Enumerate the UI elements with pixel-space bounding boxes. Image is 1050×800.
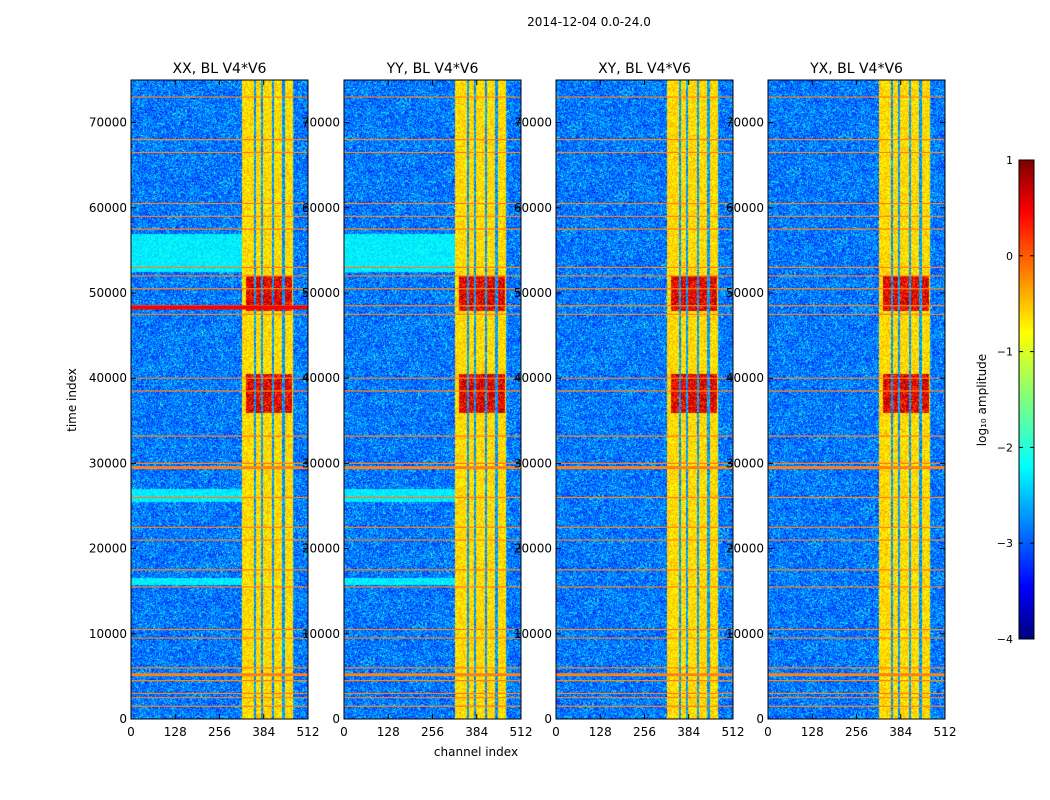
panel-title: YX, BL V4*V6: [809, 61, 903, 77]
x-tick-label: 512: [510, 725, 533, 739]
x-tick-label: 256: [633, 725, 656, 739]
y-tick-label: 10000: [726, 627, 764, 641]
y-tick-label: 50000: [89, 286, 127, 300]
y-tick-label: 30000: [514, 456, 552, 470]
panel-title: XY, BL V4*V6: [598, 61, 691, 77]
x-tick-label: 256: [845, 725, 868, 739]
y-tick-label: 60000: [726, 201, 764, 215]
x-tick-label: 384: [252, 725, 275, 739]
y-tick-label: 70000: [726, 116, 764, 130]
x-tick-label: 256: [208, 725, 231, 739]
y-tick-label: 0: [332, 712, 340, 726]
x-axis-label: channel index: [434, 745, 518, 759]
y-tick-label: 0: [756, 712, 764, 726]
y-tick-label: 10000: [514, 627, 552, 641]
y-tick-label: 70000: [302, 116, 340, 130]
y-tick-label: 30000: [726, 456, 764, 470]
y-tick-label: 60000: [514, 201, 552, 215]
colorbar: 1 0 −1 −2 −3 −4 log₁₀ amplitude: [975, 154, 1035, 646]
x-tick-label: 128: [164, 725, 187, 739]
heatmap-image: [556, 80, 733, 719]
y-tick-label: 30000: [302, 456, 340, 470]
colorbar-tick-label: −4: [997, 633, 1013, 646]
colorbar-tick-label: −1: [997, 346, 1013, 359]
y-tick-label: 70000: [514, 116, 552, 130]
x-tick-label: 384: [677, 725, 700, 739]
x-tick-label: 512: [934, 725, 957, 739]
heatmap-image: [131, 80, 308, 719]
y-tick-label: 40000: [302, 371, 340, 385]
y-tick-label: 50000: [514, 286, 552, 300]
panel-title: YY, BL V4*V6: [386, 61, 479, 77]
y-tick-label: 70000: [89, 116, 127, 130]
colorbar-tick-label: −2: [997, 441, 1013, 454]
y-tick-label: 60000: [302, 201, 340, 215]
y-tick-label: 20000: [514, 542, 552, 556]
heatmap-canvas: [131, 80, 308, 719]
chart-suptitle: 2014-12-04 0.0-24.0: [527, 15, 651, 29]
heatmap-image: [344, 80, 521, 719]
y-tick-label: 50000: [726, 286, 764, 300]
y-tick-label: 40000: [514, 371, 552, 385]
y-tick-label: 20000: [302, 542, 340, 556]
panel-3: YX, BL V4*V6 0 128 256 384 512 0 10000 20000 3000…: [726, 61, 957, 739]
panels-group: XX, BL V4*V6 0 128 256 384 512 0 10000 20000 3000…: [89, 61, 957, 739]
heatmap-image: [768, 80, 945, 719]
colorbar-tick-label: −3: [997, 537, 1013, 550]
x-tick-label: 512: [297, 725, 320, 739]
y-tick-label: 20000: [89, 542, 127, 556]
colorbar-gradient: [1018, 159, 1035, 640]
heatmap-canvas: [768, 80, 945, 719]
x-tick-label: 256: [421, 725, 444, 739]
panel-title: XX, BL V4*V6: [173, 61, 267, 77]
x-tick-label: 128: [589, 725, 612, 739]
heatmap-canvas: [344, 80, 521, 719]
y-tick-label: 10000: [302, 627, 340, 641]
colorbar-label: log₁₀ amplitude: [975, 354, 989, 446]
y-tick-label: 30000: [89, 456, 127, 470]
x-tick-label: 384: [889, 725, 912, 739]
x-tick-label: 128: [377, 725, 400, 739]
x-tick-label: 0: [764, 725, 772, 739]
colorbar-tick-label: 0: [1006, 250, 1013, 263]
y-tick-label: 40000: [89, 371, 127, 385]
y-tick-label: 20000: [726, 542, 764, 556]
y-tick-label: 0: [119, 712, 127, 726]
x-tick-label: 0: [340, 725, 348, 739]
panel-0: XX, BL V4*V6 0 128 256 384 512 0 10000 20000 3000…: [89, 61, 320, 739]
x-tick-label: 384: [465, 725, 488, 739]
x-tick-label: 512: [722, 725, 745, 739]
y-tick-label: 50000: [302, 286, 340, 300]
x-tick-label: 0: [552, 725, 560, 739]
y-axis-label: time index: [65, 368, 79, 432]
panel-1: YY, BL V4*V6 0 128 256 384 512 0 10000 20000 3000…: [302, 61, 533, 739]
y-tick-label: 40000: [726, 371, 764, 385]
panel-2: XY, BL V4*V6 0 128 256 384 512 0 10000 20000 3000…: [514, 61, 745, 739]
x-tick-label: 0: [127, 725, 135, 739]
colorbar-tick-label: 1: [1006, 154, 1013, 167]
y-tick-label: 10000: [89, 627, 127, 641]
y-tick-label: 0: [544, 712, 552, 726]
y-tick-label: 60000: [89, 201, 127, 215]
heatmap-canvas: [556, 80, 733, 719]
x-tick-label: 128: [801, 725, 824, 739]
